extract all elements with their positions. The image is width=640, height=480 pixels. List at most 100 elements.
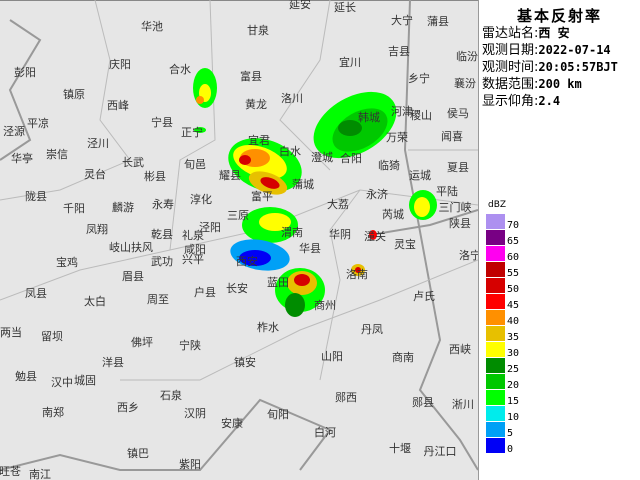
echo-cell: [294, 274, 310, 286]
echo-cell: [355, 267, 361, 273]
city-label: 汉阴: [184, 407, 206, 420]
city-label: 韩城: [358, 111, 380, 124]
city-label: 镇巴: [127, 447, 149, 460]
echo-cell: [338, 120, 362, 136]
legend-item: 55: [485, 262, 519, 279]
boundary-lines: [0, 0, 478, 471]
city-label: 侯马: [447, 107, 469, 120]
city-label: 石泉: [160, 389, 182, 402]
legend-value: 30: [507, 348, 520, 359]
city-label: 合水: [169, 63, 191, 76]
city-label: 凤县: [25, 287, 47, 300]
city-label: 澄城: [311, 151, 333, 164]
legend-swatch: [486, 374, 505, 389]
legend-swatch: [486, 422, 505, 437]
city-label: 周至: [147, 293, 169, 306]
city-label: 两当: [0, 326, 22, 339]
boundary-line: [94, 0, 131, 161]
boundary-line: [120, 259, 478, 381]
legend-item: 45: [485, 294, 519, 311]
info-row: 数据范围:200 km: [479, 76, 640, 93]
info-label: 雷达站名:: [482, 26, 539, 41]
legend-value: 45: [507, 300, 520, 311]
legend-item: 10: [485, 406, 519, 423]
legend-swatch: [486, 214, 505, 229]
city-label: 洛川: [281, 92, 303, 105]
radar-echoes: [193, 68, 437, 317]
info-row: 观测时间:20:05:57BJT: [479, 59, 640, 76]
city-label: 兴平: [182, 253, 204, 266]
city-label: 泾川: [87, 137, 109, 150]
city-label: 大宁: [391, 14, 413, 27]
city-label: 留坝: [41, 330, 63, 343]
city-label: 洛宁: [459, 249, 478, 262]
city-label: 延长: [334, 1, 356, 14]
legend-value: 0: [507, 444, 514, 455]
legend-swatch: [486, 310, 505, 325]
city-label: 三门峡: [438, 201, 472, 214]
city-label: 临猗: [378, 159, 400, 172]
echo-cell: [259, 213, 291, 231]
legend-value: 60: [507, 252, 520, 263]
legend-swatch: [486, 294, 505, 309]
city-label: 潼关: [364, 230, 386, 243]
city-label: 闻喜: [441, 130, 463, 143]
legend-value: 25: [507, 364, 520, 375]
city-label: 彭阳: [14, 66, 36, 79]
boundary-line: [0, 159, 131, 201]
legend-item: 60: [485, 246, 519, 263]
city-label: 襄汾: [454, 77, 476, 90]
city-label: 河津: [391, 105, 413, 118]
legend-swatch: [486, 342, 505, 357]
city-label: 户县: [194, 286, 216, 299]
echo-cell: [285, 293, 305, 317]
city-label: 太白: [84, 295, 106, 308]
city-label: 泾阳: [199, 221, 221, 234]
boundary-line: [0, 398, 332, 471]
city-label: 华阴: [329, 228, 351, 241]
city-label: 平凉: [27, 117, 49, 130]
city-label: 丹江口: [423, 445, 457, 458]
city-label: 乡宁: [408, 72, 430, 85]
legend-unit: dBZ: [488, 200, 507, 210]
echo-cell: [239, 250, 271, 266]
city-label: 长安: [226, 282, 248, 295]
echo-cell: [369, 230, 377, 240]
city-label: 临汾: [456, 50, 478, 63]
city-label: 耀县: [219, 169, 241, 182]
info-row: 雷达站名:西 安: [479, 25, 640, 42]
legend-value: 70: [507, 220, 520, 231]
city-label: 宜川: [339, 56, 361, 69]
city-label: 武功: [151, 255, 173, 268]
city-label: 西安: [236, 255, 258, 268]
city-label: 长武: [122, 156, 144, 169]
city-label: 宁县: [151, 116, 173, 129]
city-label: 富县: [240, 70, 262, 83]
city-label: 平陆: [436, 185, 458, 198]
city-label: 淅川: [452, 398, 474, 411]
city-label: 安康: [221, 417, 243, 430]
city-label: 宝鸡: [56, 256, 78, 269]
city-label: 白水: [279, 145, 301, 158]
info-row: 显示仰角:2.4: [479, 93, 640, 110]
city-label: 黄龙: [245, 98, 267, 111]
legend-item: 35: [485, 326, 519, 343]
city-label: 白河: [314, 426, 336, 439]
city-label: 城固: [74, 374, 96, 387]
dbz-legend: dBZ 70 65 60 55 50 45 40 35 30 25 20 15 10 5 0: [485, 200, 519, 455]
info-panel: 基本反射率 雷达站名:西 安观测日期:2022-07-14 观测时间:20:05:…: [478, 0, 640, 480]
legend-swatch: [486, 230, 505, 245]
city-label: 丹凤: [361, 323, 383, 336]
city-label: 千阳: [63, 202, 85, 215]
city-label: 灵宝: [394, 238, 416, 251]
city-label: 卢氏: [413, 290, 435, 303]
city-label: 庆阳: [109, 58, 131, 71]
city-label: 西乡: [117, 401, 139, 414]
city-label: 镇安: [234, 356, 256, 369]
legend-value: 5: [507, 428, 514, 439]
city-label: 洋县: [102, 356, 124, 369]
info-value: 20:05:57BJT: [538, 60, 618, 74]
echo-cell: [260, 177, 280, 189]
city-label: 灵台: [84, 168, 106, 181]
city-label: 华池: [141, 20, 163, 33]
